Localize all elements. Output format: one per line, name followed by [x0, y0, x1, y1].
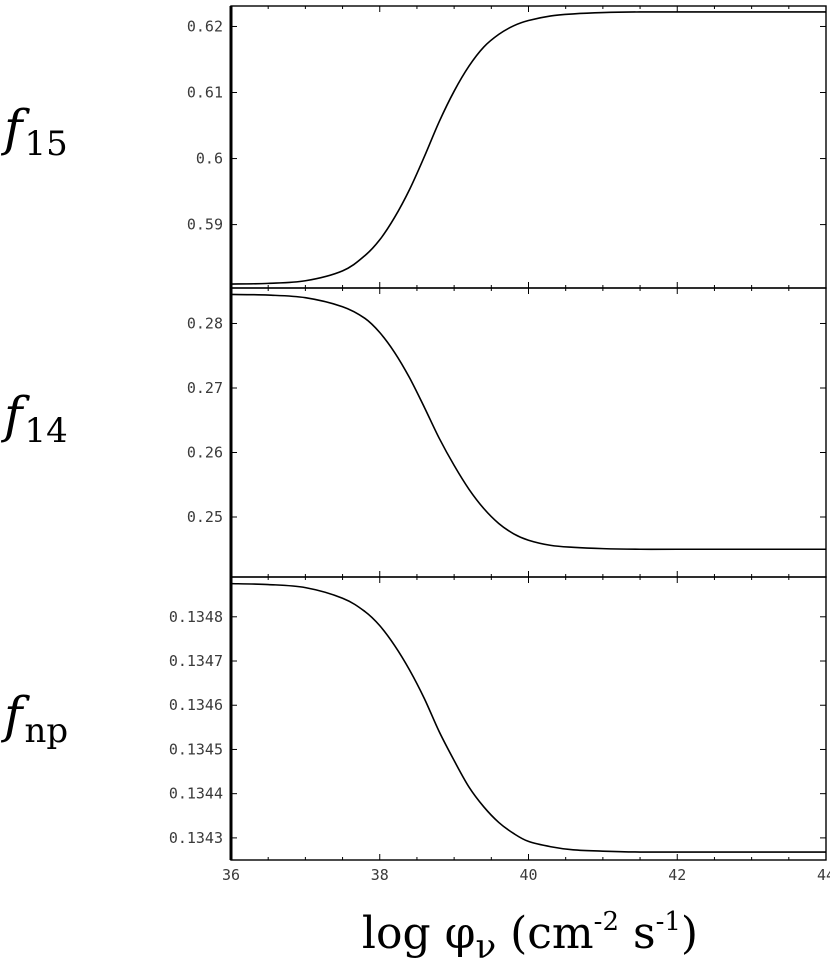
x-axis-title-mid: (cm [496, 908, 594, 959]
x-tick-label: 44 [817, 866, 830, 884]
panels: 0.59 0.6 0.61 0.62 f15 0.25 0.26 0.27 0.28 f14 0.1… [0, 5, 830, 884]
y-tick-label: 0.1346 [169, 696, 223, 714]
y-tick-label: 0.25 [187, 508, 223, 526]
y-tick-label: 0.61 [187, 84, 223, 102]
panel-1: 0.59 0.6 0.61 0.62 f15 [0, 5, 827, 289]
x-tick-label: 40 [519, 866, 537, 884]
x-tick-label: 38 [371, 866, 389, 884]
x-axis-title-prefix: log φ [362, 908, 476, 959]
panel-label: fnp [0, 686, 68, 751]
panel-label-sub: 15 [25, 124, 68, 164]
panel-label-sub: 14 [25, 411, 68, 451]
series-line-1 [230, 11, 826, 285]
y-tick-label: 0.1347 [169, 652, 223, 670]
series-line-1 [230, 582, 827, 853]
x-axis-title-sub: ν [475, 927, 496, 966]
x-axis-title-suffix: ) [681, 908, 698, 959]
y-tick-label: 0.59 [187, 216, 223, 234]
panel-frame [230, 576, 827, 861]
x-axis-title-sup1: -2 [594, 907, 619, 937]
panel-label: f15 [0, 99, 68, 164]
panel-label-sub: np [25, 711, 69, 751]
panel-2: 0.25 0.26 0.27 0.28 f14 [0, 287, 827, 578]
x-axis-title-sup2: -1 [656, 907, 681, 937]
y-tick-label: 0.1348 [169, 608, 223, 626]
x-axis-title: log φν (cm-2 s-1) [362, 907, 698, 966]
x-axis-title-mid2: s [619, 908, 656, 959]
panel-label: f14 [0, 386, 68, 451]
panel-frame [230, 5, 827, 289]
panel-frame [230, 287, 827, 578]
y-tick-label: 0.6 [196, 150, 223, 168]
y-tick-label: 0.28 [187, 314, 223, 332]
series-line-1 [230, 293, 826, 551]
y-tick-label: 0.26 [187, 443, 223, 461]
y-tick-label: 0.1343 [169, 829, 223, 847]
panel-3: 0.1343 0.1344 0.1345 0.1346 0.1347 0.1348 36 38… [0, 576, 830, 884]
x-tick-label: 36 [222, 866, 240, 884]
y-tick-label: 0.1345 [169, 740, 223, 758]
y-tick-label: 0.27 [187, 379, 223, 397]
y-tick-label: 0.1344 [169, 785, 223, 803]
y-tick-label: 0.62 [187, 17, 223, 35]
x-tick-label: 42 [668, 866, 686, 884]
